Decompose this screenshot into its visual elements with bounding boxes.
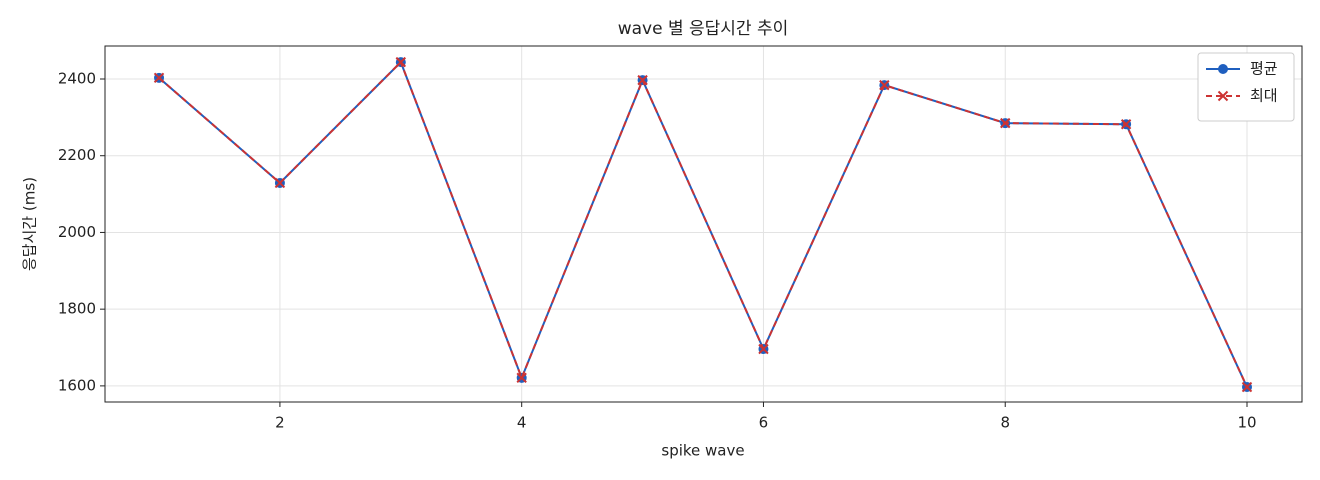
data-point bbox=[637, 74, 648, 86]
x-tick-label: 8 bbox=[1000, 414, 1010, 432]
series-line bbox=[158, 60, 1248, 388]
data-point bbox=[153, 72, 165, 84]
y-tick-label: 1600 bbox=[58, 376, 96, 394]
legend-marker bbox=[1217, 90, 1229, 102]
data-point bbox=[516, 372, 527, 384]
data-point bbox=[1241, 381, 1253, 393]
legend-marker bbox=[1218, 64, 1228, 74]
y-tick-label: 1800 bbox=[58, 300, 96, 318]
x-tick-label: 4 bbox=[517, 414, 527, 432]
data-point bbox=[758, 343, 769, 355]
x-axis-label: spike wave bbox=[661, 442, 744, 460]
x-tick-label: 6 bbox=[759, 414, 769, 432]
x-tick-label: 10 bbox=[1237, 414, 1256, 432]
plot-frame bbox=[104, 45, 1303, 403]
legend-label: 평균 bbox=[1250, 60, 1278, 78]
y-tick-label: 2200 bbox=[58, 146, 96, 164]
y-axis-label: 응답시간 (ms) bbox=[21, 177, 39, 271]
legend-box bbox=[1197, 52, 1295, 122]
data-point bbox=[1120, 119, 1132, 130]
data-point bbox=[395, 56, 407, 68]
series-line bbox=[158, 60, 1248, 388]
y-tick-label: 2400 bbox=[58, 69, 96, 87]
data-point bbox=[274, 177, 286, 189]
x-tick-label: 2 bbox=[275, 414, 285, 432]
y-tick-label: 2000 bbox=[58, 223, 96, 241]
data-point bbox=[1000, 117, 1011, 129]
data-point bbox=[879, 79, 890, 91]
chart-title: wave 별 응답시간 추이 bbox=[618, 19, 789, 39]
legend-label: 최대 bbox=[1250, 87, 1278, 105]
